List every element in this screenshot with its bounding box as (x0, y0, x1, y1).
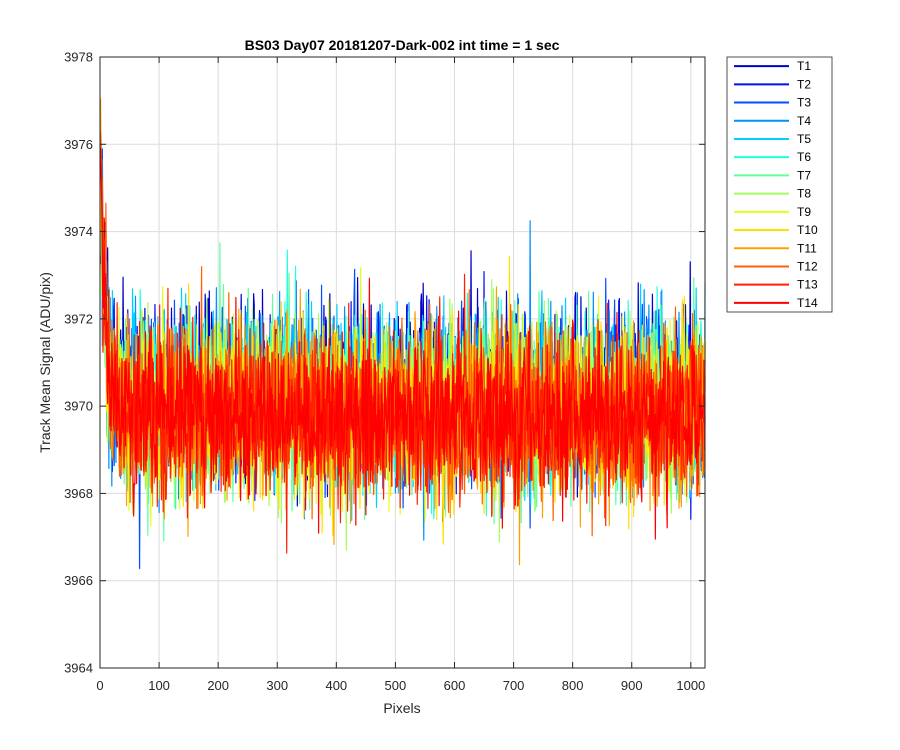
chart-title: BS03 Day07 20181207-Dark-002 int time = … (245, 37, 560, 53)
x-tick-label: 1000 (676, 678, 705, 693)
y-tick-label: 3976 (64, 137, 93, 152)
x-tick-label: 600 (444, 678, 466, 693)
plot-frame (99, 56, 706, 669)
y-tick-label: 3972 (64, 311, 93, 326)
legend-label-t9: T9 (797, 205, 811, 219)
legend-label-t10: T10 (797, 223, 818, 237)
x-tick-label: 900 (621, 678, 643, 693)
x-tick-label: 100 (148, 678, 170, 693)
legend-label-t6: T6 (797, 150, 811, 164)
y-tick-label: 3966 (64, 573, 93, 588)
x-tick-label: 400 (325, 678, 347, 693)
legend: T1 T2 T3 T4 T5 T6 T7 T8 T9 T10 T11 T12 T13 T14 (726, 56, 833, 313)
legend-label-t2: T2 (797, 77, 811, 91)
y-tick-label: 3970 (64, 399, 93, 414)
legend-label-t12: T12 (797, 259, 818, 273)
legend-label-t3: T3 (797, 96, 811, 110)
y-tick-label: 3978 (64, 50, 93, 65)
legend-label-t7: T7 (797, 168, 811, 182)
x-axis-label: Pixels (383, 700, 420, 716)
x-tick-label: 0 (96, 678, 103, 693)
x-tick-label: 200 (207, 678, 229, 693)
legend-label-t11: T11 (797, 241, 817, 255)
legend-label-t13: T13 (797, 278, 818, 292)
x-tick-label: 300 (266, 678, 288, 693)
y-tick-label: 3964 (64, 661, 93, 676)
legend-label-t5: T5 (797, 132, 811, 146)
x-tick-label: 800 (562, 678, 584, 693)
x-tick-label: 700 (503, 678, 525, 693)
legend-box (726, 56, 833, 313)
series-group (99, 98, 706, 570)
legend-label-t1: T1 (797, 59, 811, 73)
y-tick-label: 3968 (64, 486, 93, 501)
legend-label-t14: T14 (797, 296, 818, 310)
legend-label-t8: T8 (797, 187, 811, 201)
y-axis-label: Track Mean Signal (ADU/pix) (37, 272, 53, 453)
ticks: 0 100 200 300 400 500 600 700 800 900 1000 3964 3966… (64, 50, 705, 694)
series-line-t14 (99, 147, 706, 540)
y-tick-label: 3974 (64, 224, 93, 239)
x-tick-label: 500 (385, 678, 407, 693)
legend-label-t4: T4 (797, 114, 811, 128)
